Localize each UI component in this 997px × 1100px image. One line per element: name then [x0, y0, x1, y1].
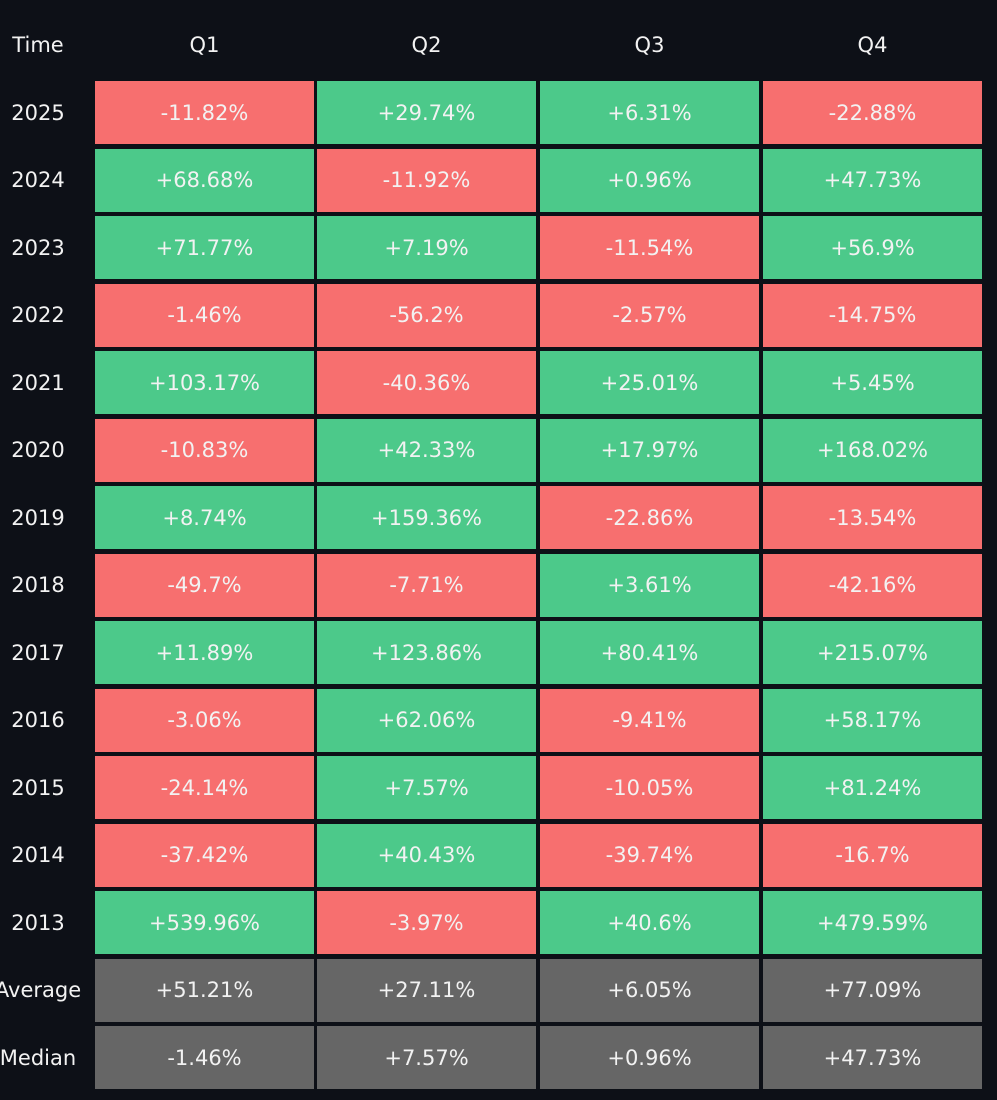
- cell: +56.9%: [763, 216, 982, 279]
- cell: +29.74%: [317, 81, 536, 144]
- row-label: Average: [0, 978, 82, 1002]
- row-label: 2014: [11, 843, 65, 867]
- cell: -49.7%: [95, 553, 314, 617]
- cell: -13.54%: [763, 486, 982, 549]
- cell: -56.2%: [317, 283, 536, 347]
- cell: +103.17%: [95, 351, 314, 414]
- row-header-title: Time: [12, 33, 64, 57]
- column-header: Q4: [857, 33, 888, 57]
- cell: +6.31%: [540, 81, 759, 144]
- cell: -24.14%: [95, 756, 314, 819]
- cell: -16.7%: [763, 823, 982, 887]
- row-label: 2015: [11, 775, 65, 800]
- row-label: 2023: [11, 235, 65, 260]
- cell: +5.45%: [763, 351, 982, 414]
- row-label: 2020: [11, 438, 65, 462]
- cell: +40.6%: [540, 891, 759, 954]
- cell: -11.82%: [95, 81, 314, 144]
- cell: -40.36%: [317, 351, 536, 414]
- cell: -14.75%: [763, 283, 982, 347]
- cell: +3.61%: [540, 553, 759, 617]
- cell: -37.42%: [95, 823, 314, 887]
- cell: +80.41%: [540, 621, 759, 684]
- cell: -2.57%: [540, 283, 759, 347]
- column-header: Q2: [411, 33, 442, 57]
- row-label: 2018: [11, 573, 65, 597]
- cell: +17.97%: [540, 418, 759, 482]
- cell: -39.74%: [540, 823, 759, 887]
- cell: +215.07%: [763, 621, 982, 684]
- row-label: 2022: [11, 303, 65, 327]
- cell: +68.68%: [95, 148, 314, 212]
- cell: +168.02%: [763, 418, 982, 482]
- cell: -7.71%: [317, 553, 536, 617]
- cell: -1.46%: [95, 1026, 314, 1089]
- row-label: 2016: [11, 708, 65, 732]
- cell: +159.36%: [317, 486, 536, 549]
- column-header: Q3: [634, 33, 665, 57]
- cell: +8.74%: [95, 486, 314, 549]
- cell: -10.83%: [95, 418, 314, 482]
- cell: -42.16%: [763, 553, 982, 617]
- cell: +81.24%: [763, 756, 982, 819]
- cell: -3.06%: [95, 688, 314, 752]
- cell: +0.96%: [540, 1026, 759, 1089]
- cell: +42.33%: [317, 418, 536, 482]
- cell: +7.57%: [317, 1026, 536, 1089]
- cell: +71.77%: [95, 216, 314, 279]
- row-label: 2017: [11, 640, 65, 665]
- row-label: 2024: [11, 168, 65, 192]
- cell: -11.92%: [317, 148, 536, 212]
- row-label: 2019: [11, 505, 65, 530]
- cell: -1.46%: [95, 283, 314, 347]
- cell: +62.06%: [317, 688, 536, 752]
- cell: +123.86%: [317, 621, 536, 684]
- row-label: Median: [0, 1045, 77, 1070]
- cell: +11.89%: [95, 621, 314, 684]
- cell: +40.43%: [317, 823, 536, 887]
- cell: +77.09%: [763, 958, 982, 1022]
- cell: +47.73%: [763, 1026, 982, 1089]
- cell: -3.97%: [317, 891, 536, 954]
- cell: +25.01%: [540, 351, 759, 414]
- cell: +7.19%: [317, 216, 536, 279]
- cell: -11.54%: [540, 216, 759, 279]
- cell: +6.05%: [540, 958, 759, 1022]
- cell: +0.96%: [540, 148, 759, 212]
- cell: +27.11%: [317, 958, 536, 1022]
- cell: -10.05%: [540, 756, 759, 819]
- cell: +51.21%: [95, 958, 314, 1022]
- cell: +58.17%: [763, 688, 982, 752]
- row-label: 2021: [11, 370, 65, 395]
- cell: -22.86%: [540, 486, 759, 549]
- cell: +479.59%: [763, 891, 982, 954]
- row-label: 2013: [11, 910, 65, 935]
- cell: -9.41%: [540, 688, 759, 752]
- cell: +7.57%: [317, 756, 536, 819]
- column-header: Q1: [189, 33, 220, 57]
- cell: +47.73%: [763, 148, 982, 212]
- cell: +539.96%: [95, 891, 314, 954]
- cell: -22.88%: [763, 81, 982, 144]
- row-label: 2025: [11, 100, 65, 125]
